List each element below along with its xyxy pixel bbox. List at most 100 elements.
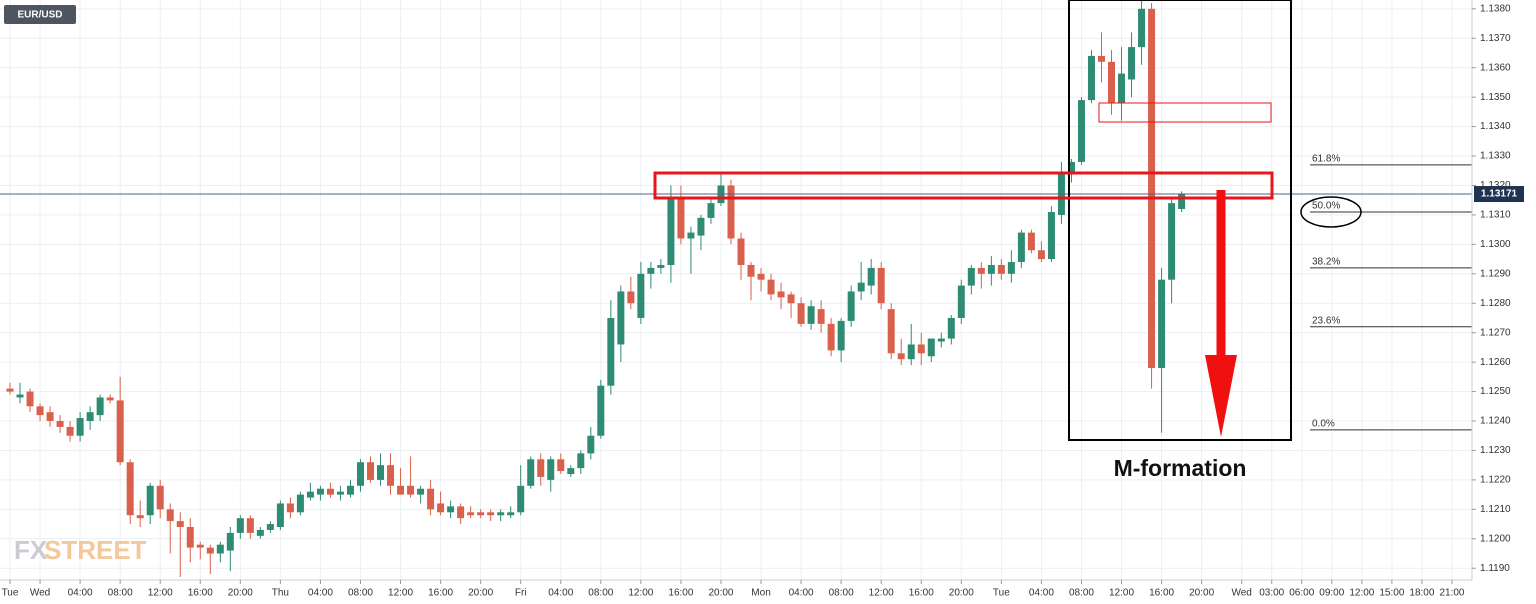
x-tick-label: 03:00 [1259, 588, 1284, 599]
candle-body [707, 203, 715, 218]
x-tick-label: 04:00 [789, 588, 814, 599]
x-tick-label: 16:00 [188, 588, 213, 599]
candle-body [587, 435, 595, 454]
candle-body [206, 547, 214, 554]
candle-body [1077, 100, 1085, 162]
y-tick-label: 1.1350 [1480, 92, 1511, 103]
m-formation-box [1068, 0, 1292, 441]
candle-body [727, 185, 735, 239]
fib-label: 23.6% [1312, 315, 1340, 326]
x-tick-label: Fri [515, 588, 527, 599]
candle-body [1027, 232, 1035, 251]
y-tick-label: 1.1210 [1480, 504, 1511, 515]
candle-body [507, 512, 515, 516]
candle-body [276, 503, 284, 528]
candle-body [487, 512, 495, 516]
fib-label: 50.0% [1312, 201, 1340, 212]
candle-body [767, 279, 775, 295]
y-tick-label: 1.1370 [1480, 33, 1511, 44]
x-tick-label: Thu [272, 588, 289, 599]
candle-body [86, 412, 94, 422]
candle-body [427, 488, 435, 510]
candle-body [697, 217, 705, 236]
candle-body [397, 485, 405, 495]
y-tick-label: 1.1190 [1480, 563, 1510, 574]
candle-body [957, 285, 965, 318]
candle-body [216, 544, 224, 554]
x-tick-label: 20:00 [1189, 588, 1214, 599]
annotation: M-formation [1114, 455, 1247, 481]
candle-body [76, 418, 84, 436]
fib-label: 0.0% [1312, 418, 1335, 429]
candle-body [306, 491, 314, 498]
y-tick-label: 1.1320 [1480, 180, 1511, 191]
candle-body [176, 521, 184, 528]
candle-body [56, 421, 64, 427]
candle-body [266, 524, 274, 530]
x-tick-label: 08:00 [108, 588, 133, 599]
x-tick-label: 16:00 [668, 588, 693, 599]
y-tick-label: 1.1360 [1480, 62, 1511, 73]
watermark-fx: FX [14, 535, 48, 565]
x-tick-label: 12:00 [148, 588, 173, 599]
candle-body [917, 344, 925, 354]
symbol-badge [4, 5, 76, 24]
candle-body [417, 488, 425, 495]
y-tick-label: 1.1250 [1480, 386, 1511, 397]
x-tick-label: 06:00 [1289, 588, 1314, 599]
fib-label: 38.2% [1312, 257, 1340, 268]
candle-body [497, 512, 505, 516]
y-tick-label: 1.1270 [1480, 327, 1511, 338]
y-tick-label: 1.1220 [1480, 475, 1511, 486]
candle-body [316, 488, 324, 495]
candle-body [647, 267, 655, 274]
candle-body [326, 488, 334, 495]
candle-body [146, 485, 154, 516]
candle-body [597, 385, 605, 436]
candle-body [997, 264, 1005, 274]
y-tick-label: 1.1230 [1480, 445, 1511, 456]
candle-body [407, 485, 415, 495]
candle-body [897, 353, 905, 360]
candle-body [236, 518, 244, 533]
candle-body [1168, 203, 1176, 280]
candle-body [847, 291, 855, 321]
x-tick-label: 12:00 [869, 588, 894, 599]
x-tick-label: 20:00 [949, 588, 974, 599]
candle-body [346, 485, 354, 495]
last-price-badge [1474, 186, 1524, 203]
x-tick-label: 16:00 [428, 588, 453, 599]
x-tick-label: 09:00 [1319, 588, 1344, 599]
y-tick-label: 1.1380 [1480, 3, 1511, 14]
candle-body [547, 459, 555, 480]
x-tick-label: 16:00 [909, 588, 934, 599]
candle-body [757, 273, 765, 280]
candle-body [186, 527, 194, 548]
candle-body [116, 400, 124, 463]
x-tick-label: 20:00 [228, 588, 253, 599]
candle-body [1138, 8, 1146, 48]
candle-body [637, 273, 645, 318]
y-tick-label: 1.1280 [1480, 298, 1511, 309]
candle-body [627, 291, 635, 304]
candle-body [617, 291, 625, 345]
candle-body [106, 397, 114, 401]
candle-body [457, 506, 465, 519]
candle-body [947, 317, 955, 339]
symbol-title: EUR/USD [17, 10, 62, 21]
candle-body [447, 506, 455, 513]
labels: EUR/USD 1.13171 [4, 5, 1524, 203]
candle-body [387, 465, 395, 486]
candle-body [166, 509, 174, 522]
candle-body [1108, 61, 1116, 104]
candle-body [677, 197, 685, 239]
candle-body [907, 344, 915, 360]
x-tick-label: Tue [2, 588, 19, 599]
fib-label: 61.8% [1312, 154, 1340, 165]
candle-body [26, 391, 34, 407]
candle-body [246, 518, 254, 533]
candle-body [296, 494, 304, 513]
y-tick-label: 1.1260 [1480, 357, 1511, 368]
candle-body [827, 323, 835, 351]
